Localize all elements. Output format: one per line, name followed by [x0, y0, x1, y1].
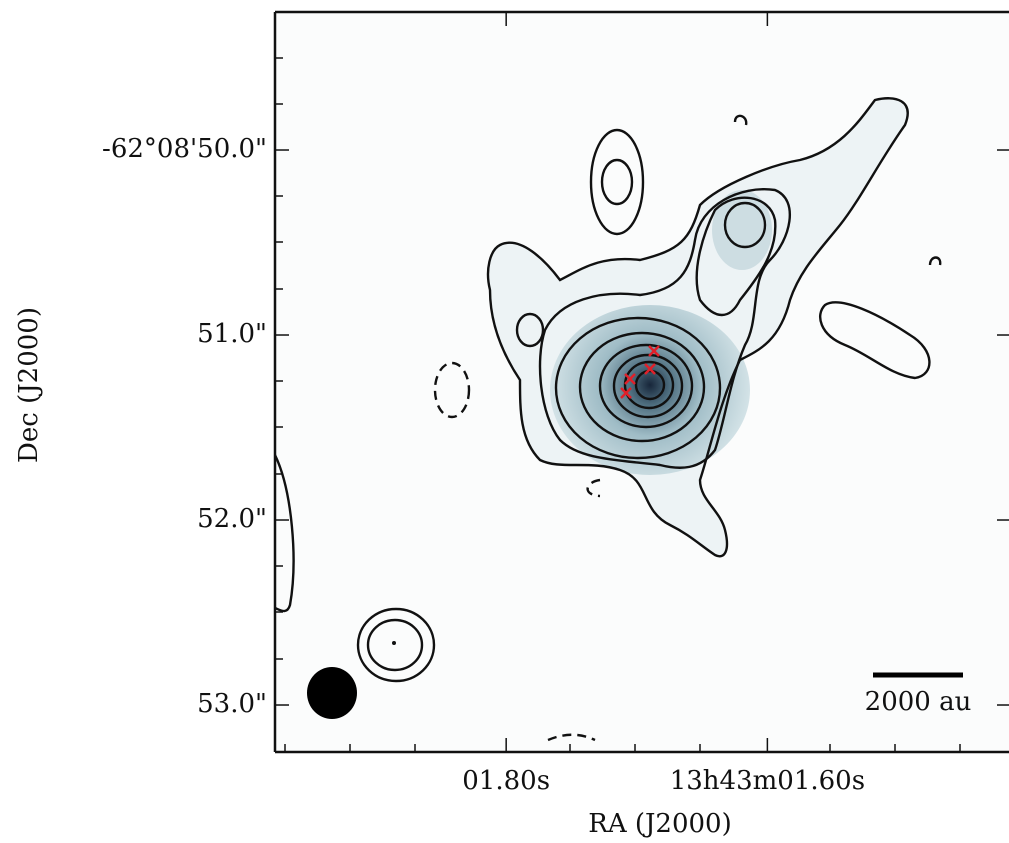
- y-tick-label: -62°08'50.0": [102, 134, 267, 164]
- x-axis-label: RA (J2000): [588, 809, 732, 839]
- y-tick-label: 52.0": [197, 504, 267, 534]
- beam: [307, 667, 357, 719]
- x-tick-label: 01.80s: [462, 766, 550, 796]
- x-tick-label: 13h43m01.60s: [670, 766, 865, 796]
- y-axis-label: Dec (J2000): [14, 307, 44, 463]
- scale-bar-label: 2000 au: [865, 687, 972, 717]
- chart: 2000 au RA (J2000) Dec (J2000) -62°08'50…: [0, 0, 1009, 843]
- image-layer: [275, 12, 1009, 752]
- y-tick-label: 51.0": [197, 319, 267, 349]
- y-tick-label: 53.0": [197, 689, 267, 719]
